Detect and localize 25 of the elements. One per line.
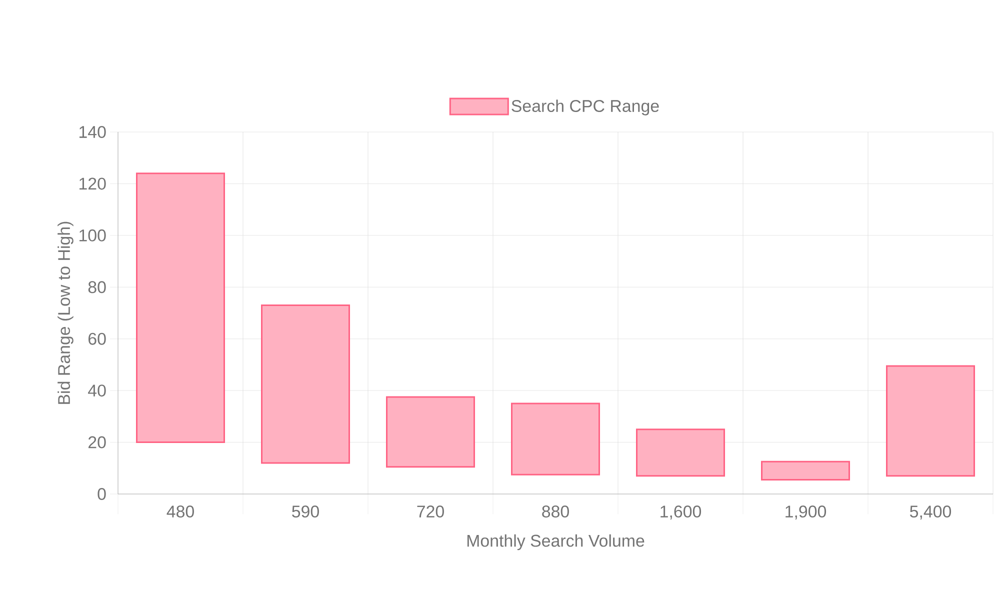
y-tick-label: 140 (80, 126, 106, 138)
y-tick-label: 80 (88, 281, 106, 294)
x-tick-label: 1,600 (660, 506, 702, 520)
x-tick-label: 480 (166, 506, 194, 518)
x-tick-label: 880 (542, 506, 569, 518)
x-tick-label: 1,900 (786, 506, 826, 520)
y-axis-title: Bid Range (Low to High) (58, 222, 74, 404)
bar (511, 402, 600, 476)
x-tick-label: 720 (417, 506, 444, 518)
y-tick-label: 60 (88, 332, 106, 345)
y-tick-label: 120 (80, 178, 106, 190)
bar (386, 396, 476, 468)
x-axis-title: Monthly Search Volume (467, 534, 644, 550)
bar (636, 428, 726, 477)
bar (761, 460, 850, 481)
y-tick-label: 0 (98, 488, 106, 500)
bar (261, 304, 350, 464)
legend-label: Search CPC Range (512, 100, 659, 116)
y-tick-label: 20 (88, 436, 106, 448)
y-tick-label: 100 (80, 229, 106, 242)
x-tick-label: 5,400 (910, 506, 952, 520)
y-tick-label: 40 (88, 384, 106, 397)
x-tick-label: 590 (292, 506, 319, 518)
bar (136, 172, 225, 444)
bar (886, 365, 976, 477)
